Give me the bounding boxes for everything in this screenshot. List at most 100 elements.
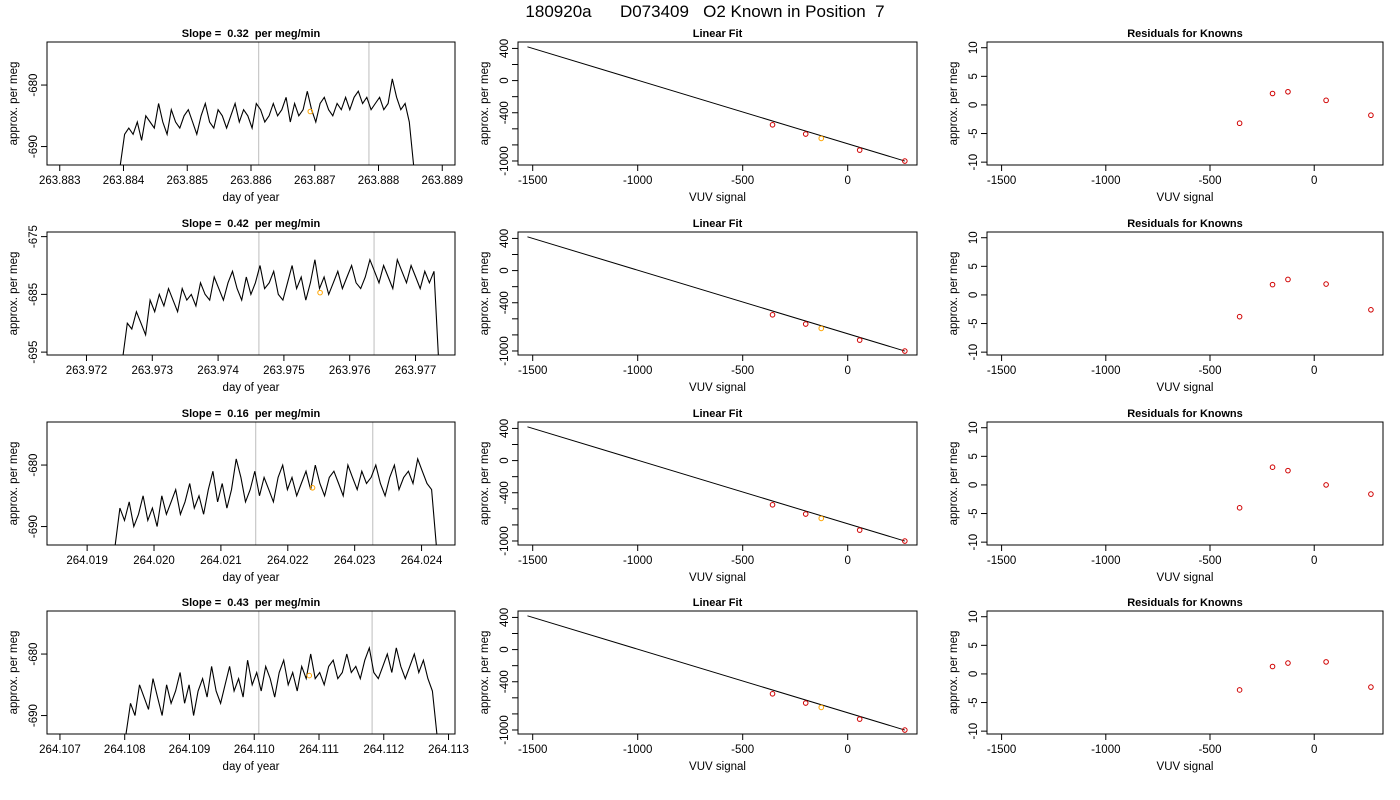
panel-timeseries-3: Slope = 0.43 per meg/min 264.107 264.108 26… bbox=[8, 597, 469, 773]
x-tick-label: 0 bbox=[844, 744, 850, 756]
y-axis-label: approx. per meg bbox=[8, 442, 20, 526]
y-tick-label: -685 bbox=[28, 283, 40, 306]
data-point bbox=[1323, 659, 1329, 665]
data-point bbox=[818, 515, 825, 522]
data-point bbox=[902, 727, 908, 733]
y-tick-label: -1000 bbox=[499, 715, 511, 744]
plot-frame bbox=[986, 41, 1384, 166]
data-point bbox=[818, 704, 825, 711]
y-tick-label: -680 bbox=[28, 74, 40, 97]
x-tick-label: 0 bbox=[1311, 555, 1317, 567]
data-point bbox=[1285, 88, 1291, 95]
x-tick-label: 264.111 bbox=[299, 744, 339, 756]
x-tick-label: -1500 bbox=[518, 365, 547, 377]
y-tick-label: 0 bbox=[968, 482, 980, 488]
y-axis-label: approx. per meg bbox=[8, 62, 20, 146]
data-point bbox=[1285, 467, 1291, 474]
panel-title: Slope = 0.43 per meg/min bbox=[182, 597, 321, 609]
x-axis-label: VUV signal bbox=[1157, 192, 1214, 204]
plot-area bbox=[527, 615, 908, 733]
y-tick-label: 0 bbox=[499, 457, 511, 463]
x-tick-label: 264.108 bbox=[104, 744, 146, 756]
series-line bbox=[119, 78, 415, 165]
panel-residuals-1: Residuals for Knowns -1500 -1000 -500 0 -10 -5… bbox=[948, 218, 1384, 394]
y-tick-label: -690 bbox=[28, 515, 40, 538]
panel-residuals-2: Residuals for Knowns -1500 -1000 -500 0 -10 -5… bbox=[948, 408, 1384, 584]
data-point bbox=[1323, 281, 1329, 287]
panel-fit-0: Linear Fit -1500 -1000 -500 0 -1000 -400 0 400 VU… bbox=[479, 28, 918, 204]
plot-frame bbox=[517, 610, 918, 735]
fit-line bbox=[527, 426, 905, 542]
x-tick-label: 263.884 bbox=[103, 175, 145, 187]
x-axis-label: VUV signal bbox=[689, 192, 746, 204]
x-axis-label: day of year bbox=[223, 761, 280, 773]
x-tick-label: -1000 bbox=[1091, 555, 1120, 567]
x-tick-label: -500 bbox=[731, 175, 754, 187]
highlight-point bbox=[309, 485, 316, 491]
data-point bbox=[856, 716, 863, 722]
x-tick-label: 263.975 bbox=[263, 365, 305, 377]
x-tick-label: -1500 bbox=[987, 744, 1016, 756]
x-axis-label: VUV signal bbox=[689, 761, 746, 773]
x-tick-label: -1000 bbox=[1091, 175, 1120, 187]
data-point bbox=[1236, 120, 1243, 127]
x-tick-label: 264.110 bbox=[234, 744, 275, 756]
y-tick-label: -695 bbox=[28, 341, 40, 364]
y-tick-label: 400 bbox=[499, 229, 511, 248]
panel-residuals-3: Residuals for Knowns -1500 -1000 -500 0 -10 -5… bbox=[948, 597, 1384, 773]
x-tick-label: -1500 bbox=[518, 175, 547, 187]
x-tick-label: -1500 bbox=[518, 744, 547, 756]
data-point bbox=[769, 691, 776, 697]
plot-frame bbox=[986, 610, 1384, 735]
highlight-point bbox=[307, 108, 314, 115]
x-tick-label: -1000 bbox=[1091, 744, 1120, 756]
x-tick-label: -500 bbox=[1198, 365, 1221, 377]
plot-area bbox=[125, 611, 438, 734]
y-tick-label: 5 bbox=[968, 73, 980, 79]
plot-area bbox=[527, 426, 908, 544]
series-line bbox=[122, 257, 439, 355]
y-tick-label: 0 bbox=[968, 671, 980, 677]
x-tick-label: -1500 bbox=[518, 555, 547, 567]
x-axis-label: day of year bbox=[223, 192, 280, 204]
x-tick-label: 263.888 bbox=[358, 175, 400, 187]
y-tick-label: -400 bbox=[499, 101, 511, 124]
y-axis-label: approx. per meg bbox=[8, 252, 20, 336]
plot-area bbox=[527, 46, 908, 164]
y-tick-label: -690 bbox=[28, 135, 40, 158]
fit-line bbox=[527, 615, 905, 731]
x-axis-label: VUV signal bbox=[1157, 572, 1214, 584]
y-tick-label: -675 bbox=[28, 225, 40, 248]
y-tick-label: 5 bbox=[968, 642, 980, 648]
y-tick-label: -10 bbox=[968, 723, 980, 740]
x-tick-label: 264.113 bbox=[428, 744, 469, 756]
plot-frame bbox=[986, 231, 1384, 356]
panel-title: Linear Fit bbox=[693, 597, 743, 609]
panel-title: Slope = 0.32 per meg/min bbox=[182, 28, 321, 40]
y-tick-label: -1000 bbox=[499, 146, 511, 175]
plot-frame bbox=[517, 41, 918, 166]
y-axis-label: approx. per meg bbox=[479, 442, 491, 526]
y-tick-label: -5 bbox=[968, 508, 980, 518]
y-tick-label: 0 bbox=[968, 102, 980, 108]
x-tick-label: -1000 bbox=[623, 365, 652, 377]
x-tick-label: 264.109 bbox=[169, 744, 211, 756]
data-point bbox=[856, 337, 863, 343]
plot-frame bbox=[517, 231, 918, 356]
y-axis-label: approx. per meg bbox=[948, 631, 960, 715]
y-axis-label: approx. per meg bbox=[948, 442, 960, 526]
x-tick-label: -1500 bbox=[987, 555, 1016, 567]
data-point bbox=[769, 312, 776, 318]
panel-fit-3: Linear Fit -1500 -1000 -500 0 -1000 -400 0 400 VU… bbox=[479, 597, 918, 773]
x-tick-label: 264.023 bbox=[334, 555, 376, 567]
panel-fit-2: Linear Fit -1500 -1000 -500 0 -1000 -400 0 400 VU… bbox=[479, 408, 918, 584]
fit-line bbox=[527, 236, 905, 352]
data-point bbox=[1323, 482, 1329, 488]
data-point bbox=[1323, 97, 1329, 104]
x-tick-label: -1500 bbox=[987, 175, 1016, 187]
series-line bbox=[125, 645, 438, 734]
y-tick-label: 5 bbox=[968, 453, 980, 459]
data-point bbox=[1236, 505, 1243, 511]
data-point bbox=[769, 502, 776, 508]
